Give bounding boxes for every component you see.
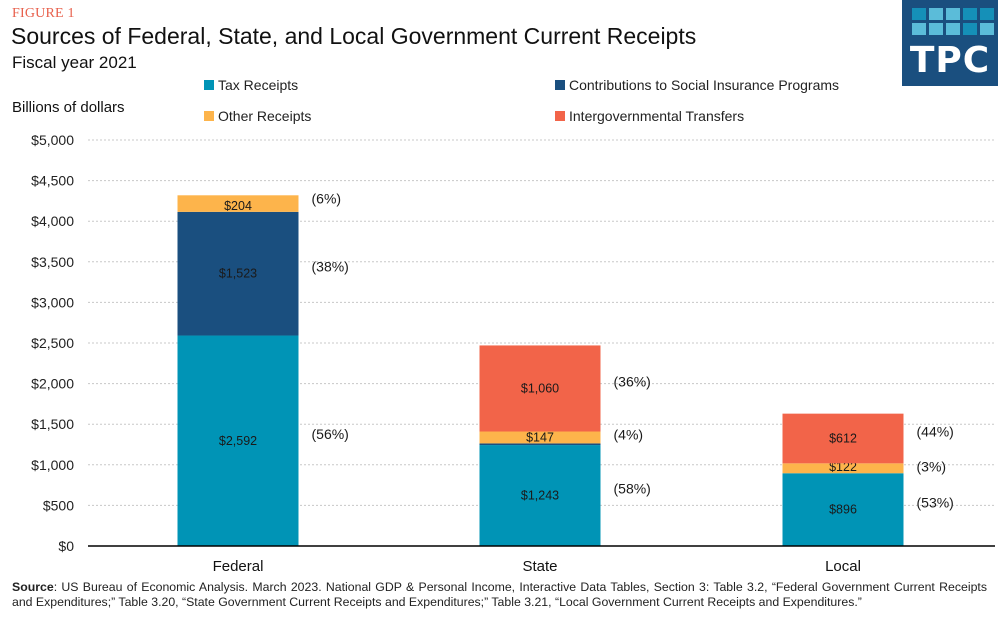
bar-share-label: (4%) [614, 427, 644, 443]
y-tick-label: $3,500 [31, 254, 74, 270]
y-axis-label: Billions of dollars [12, 99, 125, 116]
bar-share-label: (6%) [312, 190, 342, 206]
chart-subtitle: Fiscal year 2021 [12, 53, 137, 72]
bar-segment-state-tax-receipts [479, 445, 601, 546]
x-tick-label: Federal [213, 558, 264, 575]
figure-label: FIGURE 1 [12, 6, 75, 21]
x-tick-label: Local [825, 558, 861, 575]
bar-share-label: (53%) [917, 495, 954, 511]
bar-share-label: (36%) [614, 373, 651, 389]
logo-square [912, 23, 926, 35]
bar-segment-state-contributions-to-social-insurance-programs [479, 443, 601, 446]
legend-item-contributions: Contributions to Social Insurance Progra… [555, 77, 839, 93]
legend-swatch-contributions [555, 80, 565, 90]
bar-segment-state-other-receipts [479, 431, 601, 444]
y-tick-label: $0 [58, 538, 74, 554]
logo-square [963, 8, 977, 20]
bar-value-label: $1,060 [521, 381, 559, 395]
bar-share-label: (38%) [312, 259, 349, 275]
legend-label: Tax Receipts [218, 77, 299, 93]
y-tick-label: $2,500 [31, 335, 74, 351]
y-tick-label: $4,500 [31, 173, 74, 189]
bar-value-label: $1,523 [219, 267, 257, 281]
bar-share-label: (56%) [312, 426, 349, 442]
bar-segment-federal-tax-receipts [177, 335, 299, 546]
y-tick-label: $1,000 [31, 457, 74, 473]
source-note: Source: US Bureau of Economic Analysis. … [12, 580, 987, 610]
y-tick-label: $1,500 [31, 416, 74, 432]
logo-square [946, 8, 960, 20]
legend-item-other-receipts: Other Receipts [204, 108, 311, 124]
bar-value-label: $204 [224, 199, 252, 213]
bar-value-label: $612 [829, 431, 857, 445]
bar-segment-federal-contributions-to-social-insurance-programs [177, 211, 299, 336]
legend-item-tax-receipts: Tax Receipts [204, 77, 298, 93]
logo-square [929, 23, 943, 35]
bar-value-label: $122 [829, 460, 857, 474]
source-text: : US Bureau of Economic Analysis. March … [12, 580, 987, 609]
bar-share-label: (58%) [614, 481, 651, 497]
logo-square [946, 23, 960, 35]
logo-square [980, 8, 994, 20]
source-label: Source [12, 580, 54, 594]
logo-square [912, 8, 926, 20]
legend-swatch-tax-receipts [204, 80, 214, 90]
y-tick-label: $500 [43, 497, 74, 513]
logo-square [963, 23, 977, 35]
bar-value-label: $2,592 [219, 434, 257, 448]
y-tick-label: $3,000 [31, 294, 74, 310]
y-tick-label: $2,000 [31, 376, 74, 392]
bar-segment-local-other-receipts [782, 463, 904, 474]
bar-segment-state-intergovernmental-transfers [479, 345, 601, 432]
bar-value-label: $147 [526, 430, 554, 444]
legend-swatch-other-receipts [204, 111, 214, 121]
y-tick-label: $5,000 [31, 132, 74, 148]
chart-title: Sources of Federal, State, and Local Gov… [11, 23, 697, 49]
logo-square [980, 23, 994, 35]
tpc-logo: TPC [902, 0, 998, 86]
logo-text: TPC [909, 40, 991, 81]
y-tick-label: $4,000 [31, 213, 74, 229]
bar-share-label: (3%) [917, 458, 947, 474]
legend-label: Contributions to Social Insurance Progra… [569, 77, 840, 93]
x-tick-label: State [522, 558, 557, 575]
logo-grid-icon [912, 8, 994, 35]
legend-label: Other Receipts [218, 108, 312, 124]
legend-swatch-intergovernmental [555, 111, 565, 121]
legend-label: Intergovernmental Transfers [569, 108, 745, 124]
bar-share-label: (44%) [917, 423, 954, 439]
bar-segment-local-intergovernmental-transfers [782, 413, 904, 464]
logo-square [929, 8, 943, 20]
bar-segment-federal-other-receipts [177, 195, 299, 212]
legend-item-intergovernmental: Intergovernmental Transfers [555, 108, 744, 124]
bar-value-label: $1,243 [521, 489, 559, 503]
bar-segment-local-tax-receipts [782, 473, 904, 546]
bar-value-label: $896 [829, 503, 857, 517]
